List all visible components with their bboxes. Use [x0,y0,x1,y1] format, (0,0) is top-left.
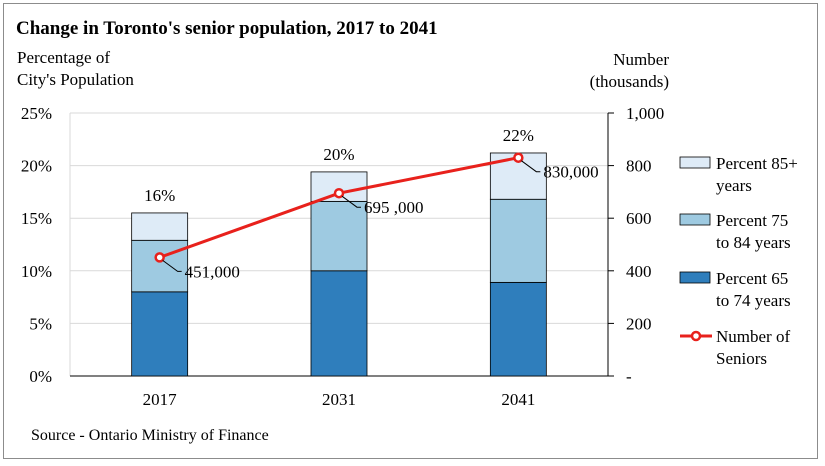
legend-swatch [679,271,711,284]
seniors-data-label: 830,000 [543,163,598,182]
bar-total-label: 16% [144,186,175,205]
left-axis-title-line-2: City's Population [17,70,134,89]
legend-label: Percent 75 [716,211,788,230]
left-tick-label: 0% [29,367,52,386]
data-label-leader [521,160,541,173]
right-tick-label: 400 [626,262,652,281]
left-tick-label: 20% [21,157,52,176]
bar-total-label: 20% [323,145,354,164]
chart-title: Change in Toronto's senior population, 2… [16,18,438,39]
seniors-data-label: 451,000 [185,262,240,281]
x-tick-label: 2017 [143,390,178,409]
right-tick-label: 200 [626,314,652,333]
bar-segment [131,212,189,241]
bar-segment [310,200,368,272]
bar-segment [310,270,368,377]
right-tick-label: 800 [626,157,652,176]
legend-label: Percent 65 [716,269,788,288]
legend-label: Seniors [716,349,767,368]
bar-total-label: 22% [503,126,534,145]
bar-segment [489,281,547,377]
right-tick-label: 1,000 [626,104,664,123]
left-tick-label: 10% [21,262,52,281]
data-label-leader [341,195,361,208]
left-tick-label: 5% [29,314,52,333]
legend-swatch [679,213,711,226]
right-axis-title-line-2: (thousands) [589,72,669,91]
right-axis-title: Number (thousands) [590,49,669,93]
legend-line-marker [690,330,702,342]
bar-segment [131,291,189,377]
seniors-point [154,252,165,263]
seniors-data-label: 695 ,000 [364,198,424,217]
legend-label: Percent 85+ [716,154,798,173]
left-tick-label: 25% [21,104,52,123]
data-label-leader [162,259,182,272]
legend-label: to 74 years [716,291,791,310]
right-axis-title-line-1: Number [613,50,669,69]
left-tick-label: 15% [21,209,52,228]
x-tick-label: 2031 [322,390,356,409]
left-axis-title: Percentage of City's Population [17,47,134,91]
chart-frame [3,3,818,459]
legend-label: years [716,176,752,195]
legend-swatch [679,156,711,169]
source-note: Source - Ontario Ministry of Finance [31,427,269,444]
left-axis-title-line-1: Percentage of [17,48,110,67]
legend-label: Number of [716,327,790,346]
legend-label: to 84 years [716,233,791,252]
right-tick-label: - [626,367,632,386]
x-tick-label: 2041 [501,390,535,409]
bar-segment [489,198,547,283]
seniors-point [333,187,345,199]
bar-segment [131,239,189,293]
seniors-point [513,152,524,163]
right-tick-label: 600 [626,209,652,228]
